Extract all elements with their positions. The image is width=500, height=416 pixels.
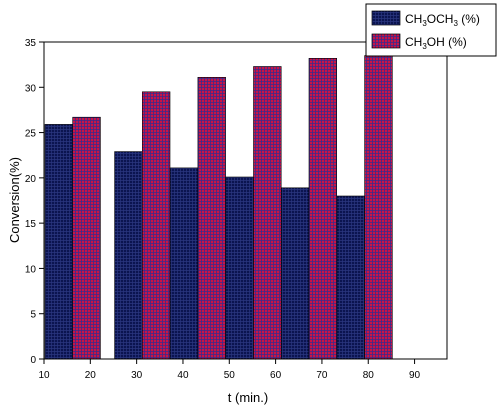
x-tick-label: 50 (224, 370, 236, 381)
bar-ch3och3-0 (44, 124, 74, 360)
y-tick-label: 20 (25, 174, 37, 185)
legend-label-ch3och3: CH3OCH3 (%) (405, 12, 480, 28)
y-axis: 0 5 10 15 20 25 30 35 (25, 38, 44, 366)
legend-label-ch3oh: CH3OH (%) (405, 35, 467, 51)
y-tick-label: 25 (25, 129, 37, 140)
x-axis: 10 20 30 40 50 60 70 80 90 (38, 359, 421, 381)
y-axis-label: Conversion(%) (7, 157, 22, 243)
y-tick-label: 30 (25, 83, 37, 94)
x-tick-label: 70 (316, 370, 328, 381)
y-tick-label: 10 (25, 264, 37, 275)
bar-ch3och3-2 (169, 167, 199, 360)
bar-ch3oh-0 (72, 116, 101, 360)
legend-swatch-ch3oh (371, 33, 401, 49)
x-tick-label: 90 (409, 370, 421, 381)
x-axis-label: t (min.) (228, 390, 268, 405)
x-tick-label: 60 (270, 370, 282, 381)
bar-ch3och3-5 (336, 195, 365, 360)
bar-ch3och3-4 (280, 187, 310, 360)
y-tick-label: 15 (25, 219, 37, 230)
legend-swatch-ch3och3 (371, 10, 401, 26)
plot-frame (43, 41, 448, 360)
y-tick-label: 35 (25, 38, 37, 49)
x-tick-label: 30 (131, 370, 143, 381)
bars (44, 55, 393, 360)
bar-ch3oh-1 (142, 91, 171, 360)
bar-ch3oh-3 (253, 66, 282, 360)
bar-ch3och3-1 (114, 151, 143, 360)
y-tick-label: 5 (30, 310, 36, 321)
x-tick-label: 10 (38, 370, 50, 381)
x-tick-label: 40 (177, 370, 189, 381)
bar-ch3oh-2 (197, 77, 226, 360)
bar-ch3oh-4 (308, 57, 338, 360)
x-tick-label: 80 (363, 370, 375, 381)
y-tick-label: 0 (30, 355, 36, 366)
bar-ch3och3-3 (225, 176, 254, 360)
bar-ch3oh-5 (364, 55, 393, 360)
x-tick-label: 20 (85, 370, 97, 381)
legend: CH3OCH3 (%) CH3OH (%) (365, 3, 497, 57)
